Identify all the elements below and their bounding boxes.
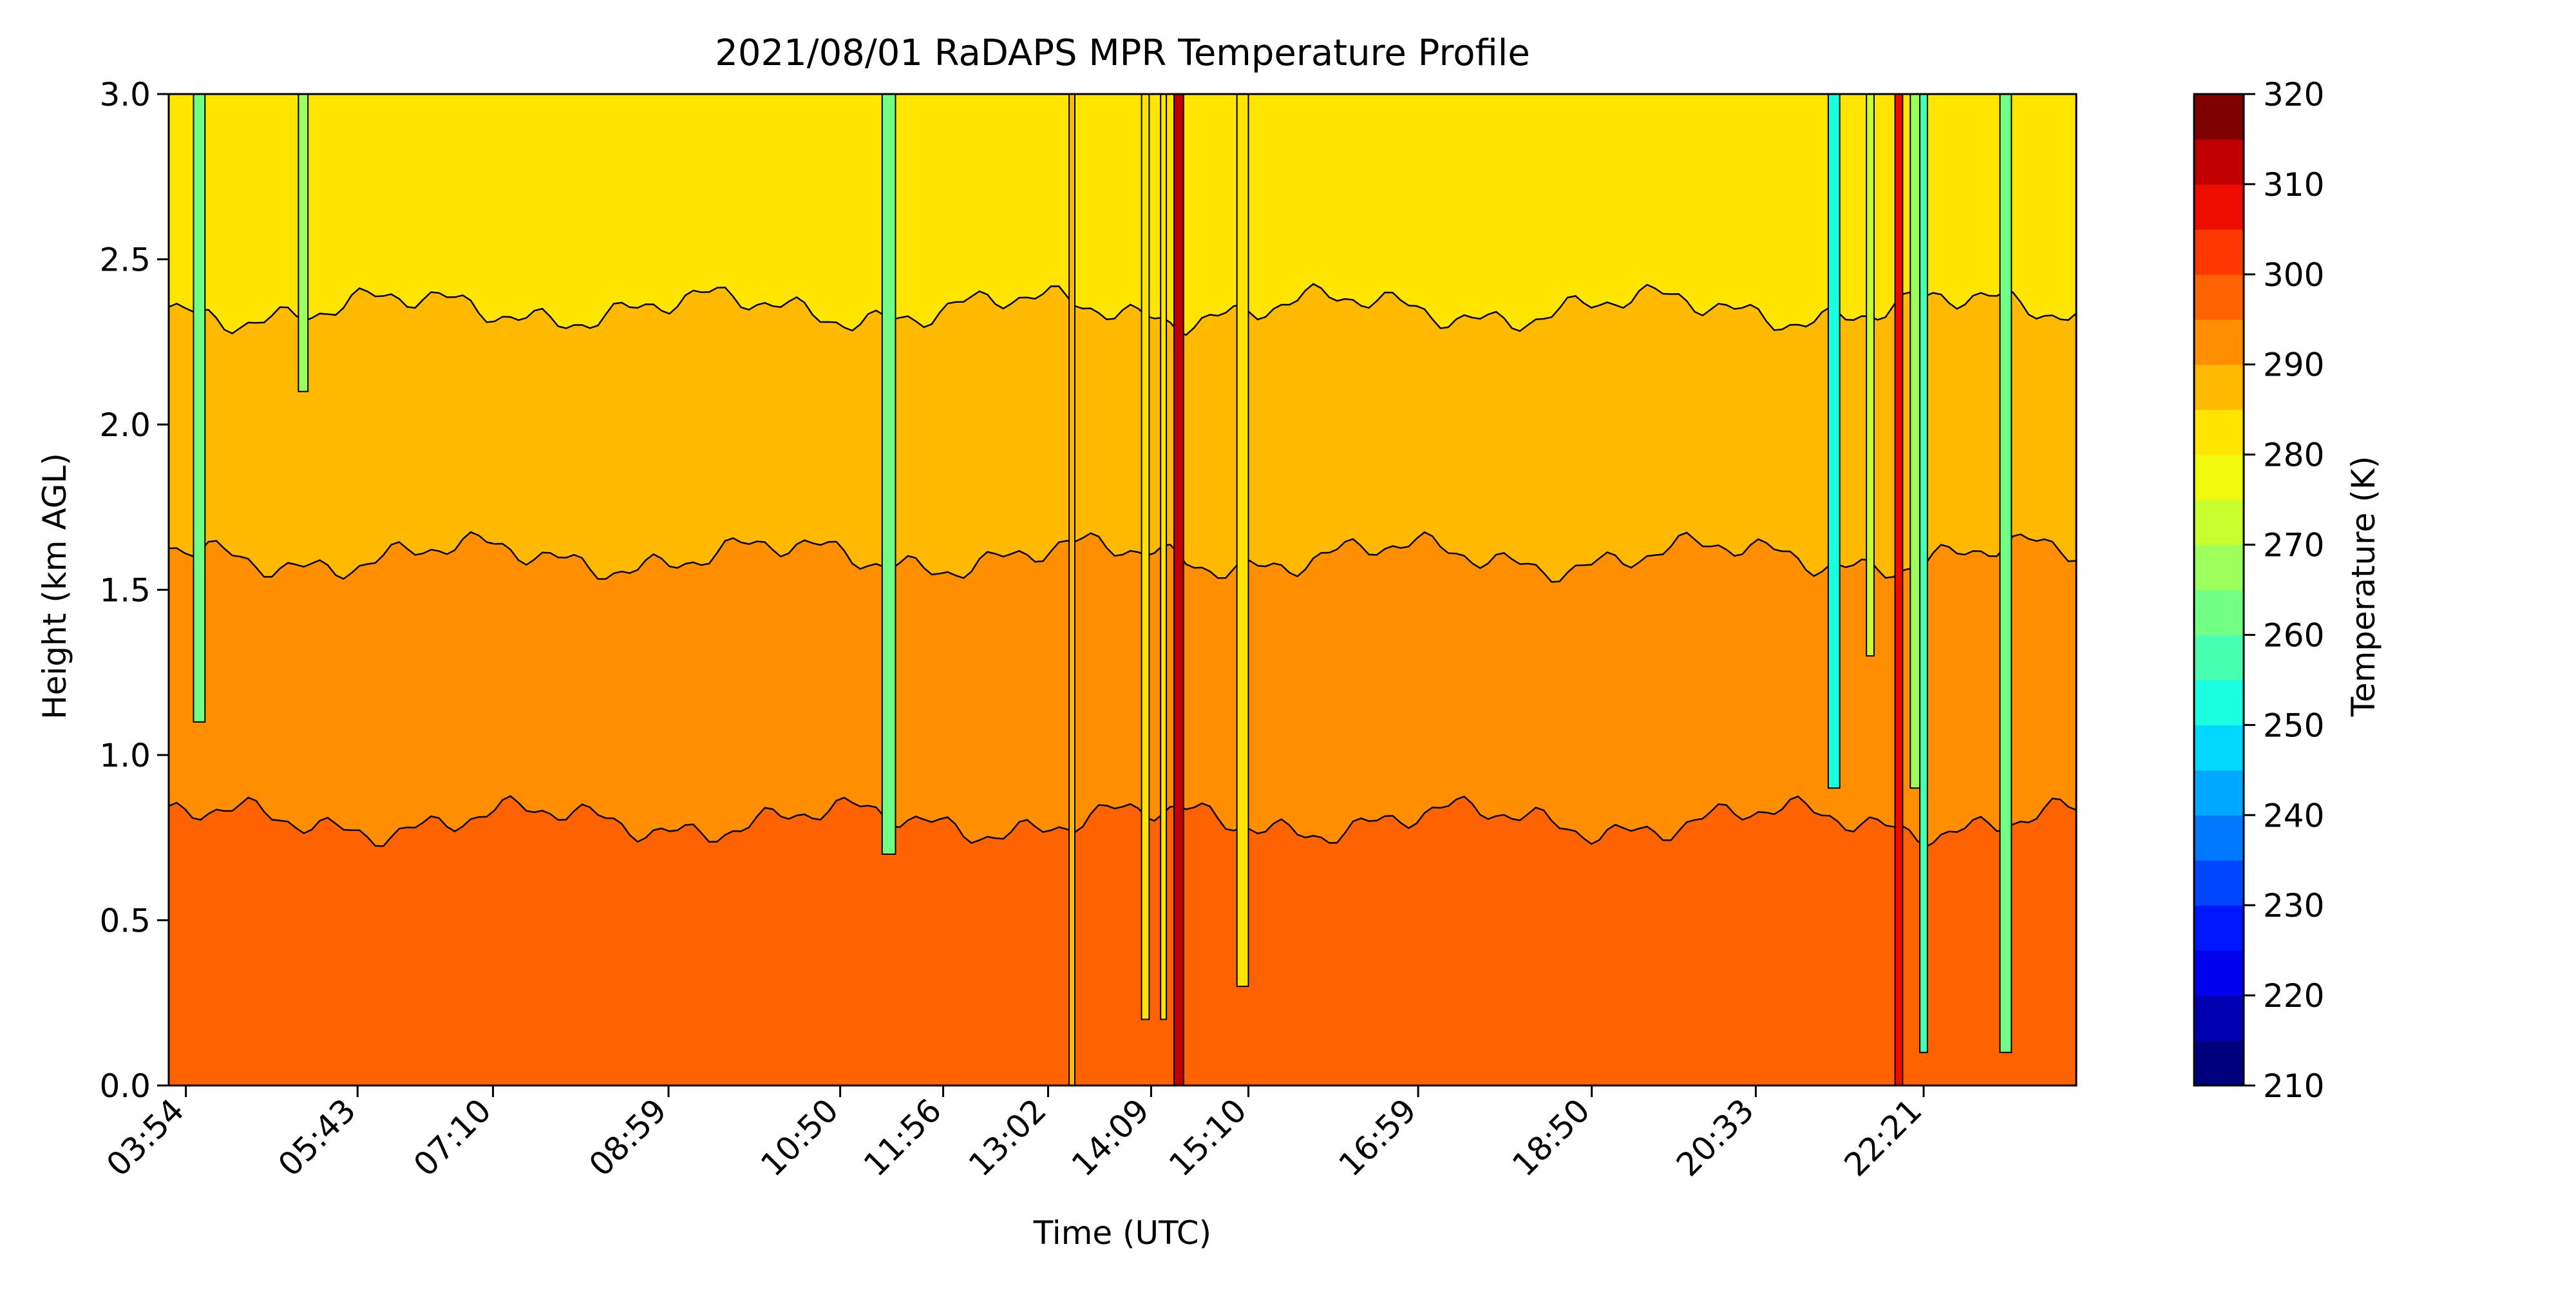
x-tick-label: 03:54 <box>99 1091 191 1183</box>
y-axis: 0.0 0.5 1.0 1.5 2.0 2.5 3.0 <box>99 76 169 1105</box>
colorbar-tick-label: 300 <box>2263 256 2324 294</box>
x-tick-label: 05:43 <box>271 1091 363 1183</box>
colorbar-tick-label: 210 <box>2263 1067 2324 1105</box>
y-tick-label: 2.0 <box>99 406 151 444</box>
colorbar-segment <box>2194 409 2244 455</box>
colorbar-segment <box>2194 815 2244 861</box>
colorbar-segment <box>2194 1040 2244 1086</box>
colorbar-segment <box>2194 94 2244 140</box>
contour-line <box>168 283 2077 336</box>
colorbar-segment <box>2194 454 2244 501</box>
colorbar-border <box>2193 93 2245 1087</box>
colorbar-segment <box>2194 589 2244 636</box>
contour-line <box>168 531 2077 583</box>
colorbar-segment <box>2194 725 2244 770</box>
cold-column <box>1827 93 1841 789</box>
y-tick-label: 0.0 <box>99 1067 151 1105</box>
x-tick-label: 16:59 <box>1332 1091 1424 1183</box>
colorbar-segment <box>2194 499 2244 546</box>
colorbar-tick-label: 260 <box>2263 617 2324 654</box>
colorbar-tick-label: 240 <box>2263 797 2324 834</box>
x-axis: 03:54 05:43 07:10 08:59 10:50 11:56 13:02 14:09… <box>99 1085 1929 1183</box>
y-axis-label: Height (km AGL) <box>36 453 73 720</box>
x-tick-label: 08:59 <box>582 1091 674 1183</box>
colorbar-tick-label: 280 <box>2263 437 2324 474</box>
colorbar-segment <box>2194 905 2244 951</box>
cold-column <box>881 93 896 855</box>
colorbar-tick-label: 230 <box>2263 887 2324 924</box>
colorbar-segment <box>2194 274 2244 320</box>
y-tick-label: 0.5 <box>99 903 151 940</box>
colorbar-tick-label: 320 <box>2263 76 2324 113</box>
plot-area <box>168 94 2077 1085</box>
colorbar-tick-label: 250 <box>2263 707 2324 744</box>
temperature-band-285-290 <box>169 283 2076 582</box>
colorbar-segment <box>2194 635 2244 681</box>
x-tick-label: 14:09 <box>1065 1091 1157 1183</box>
colorbar-tick-label: 270 <box>2263 527 2324 564</box>
cold-column <box>1068 93 1075 1086</box>
colorbar-tick-label: 220 <box>2263 977 2324 1015</box>
cold-column <box>1141 93 1150 1020</box>
colorbar-segment <box>2194 680 2244 725</box>
chart-title: 2021/08/01 RaDAPS MPR Temperature Profil… <box>715 32 1530 74</box>
colorbar-segment <box>2194 184 2244 230</box>
cold-column <box>1919 93 1928 1053</box>
cold-column <box>1160 93 1168 1020</box>
colorbar-tick-label: 290 <box>2263 347 2324 384</box>
x-axis-label: Time (UTC) <box>1033 1214 1212 1252</box>
cold-column <box>1894 93 1904 1086</box>
cold-column <box>1909 93 1921 789</box>
x-tick-label: 07:10 <box>406 1091 498 1183</box>
colorbar-segment <box>2194 319 2244 365</box>
colorbar-segment <box>2194 860 2244 906</box>
colorbar-segment <box>2194 950 2244 996</box>
x-tick-label: 15:10 <box>1162 1091 1254 1183</box>
y-tick-label: 1.0 <box>99 737 151 774</box>
x-tick-label: 22:21 <box>1837 1091 1929 1183</box>
colorbar: 210 220 230 240 250 260 270 280 290 300 310 320 <box>2193 76 2324 1105</box>
temperature-band-290-295 <box>169 532 2076 848</box>
y-tick-label: 2.5 <box>99 242 151 279</box>
x-tick-label: 10:50 <box>753 1091 846 1183</box>
temperature-band-280-285 <box>169 94 2076 335</box>
y-tick-label: 1.5 <box>99 572 151 609</box>
cold-column <box>1173 93 1184 1086</box>
x-tick-label: 20:33 <box>1669 1091 1761 1183</box>
colorbar-tick-label: 310 <box>2263 166 2324 204</box>
x-tick-label: 13:02 <box>961 1091 1054 1183</box>
colorbar-segment <box>2194 364 2244 410</box>
temperature-band-295-300 <box>169 796 2076 1085</box>
colorbar-label: Temperature (K) <box>2345 455 2382 717</box>
colorbar-segment <box>2194 139 2244 185</box>
cold-column <box>1866 93 1875 657</box>
colorbar-segment <box>2194 995 2244 1041</box>
colorbar-segment <box>2194 770 2244 816</box>
cold-column <box>298 93 309 392</box>
cold-column <box>1999 93 2012 1053</box>
x-tick-label: 11:56 <box>857 1091 949 1183</box>
cold-column <box>193 93 206 723</box>
colorbar-segment <box>2194 544 2244 591</box>
x-tick-label: 18:50 <box>1505 1091 1597 1183</box>
contour-line <box>168 795 2077 848</box>
cold-column <box>1236 93 1249 988</box>
colorbar-segment <box>2194 229 2244 275</box>
y-tick-label: 3.0 <box>99 76 151 113</box>
